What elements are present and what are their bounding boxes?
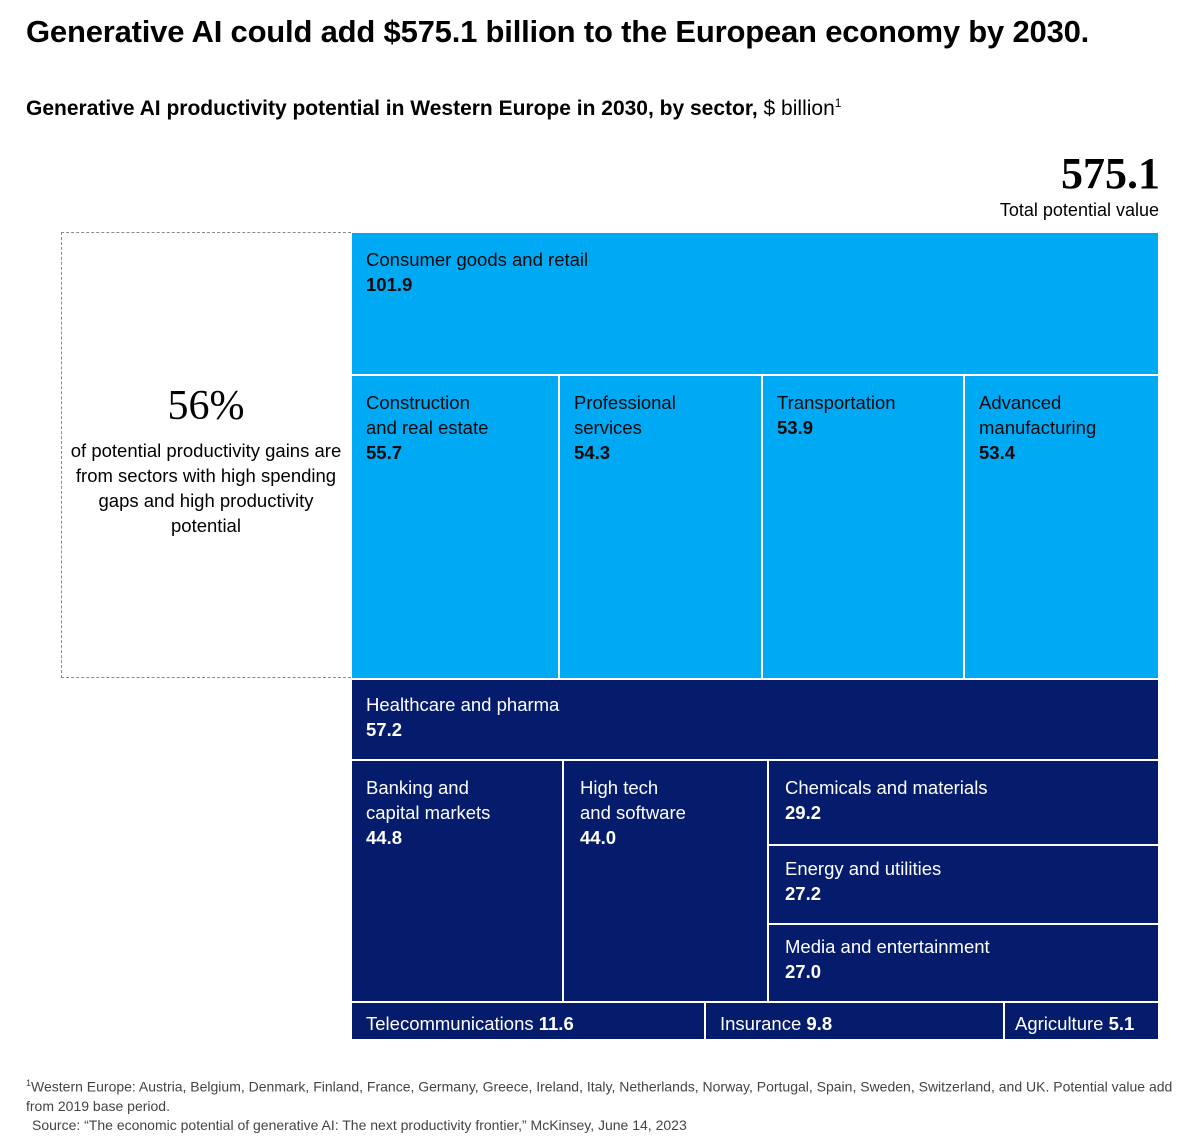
tile-construction-and-real-estate: Construction and real estate 55.7 (351, 375, 559, 679)
tile-telecommunications: Telecommunications 11.6 (351, 1002, 705, 1040)
tile-label: Construction and real estate (366, 392, 489, 438)
total-value: 575.1 (1061, 149, 1160, 198)
tile-label: Media and entertainment (785, 936, 990, 957)
tile-label: Banking and capital markets (366, 777, 491, 823)
tile-transportation: Transportation 53.9 (762, 375, 964, 679)
tile-energy-and-utilities: Energy and utilities 27.2 (768, 845, 1159, 924)
subtitle-unit: $ billion (763, 97, 835, 120)
tile-insurance: Insurance 9.8 (705, 1002, 1004, 1040)
tile-value: 55.7 (366, 442, 403, 463)
tile-banking-and-capital-markets: Banking and capital markets 44.8 (351, 760, 563, 1002)
chart-title: Generative AI could add $575.1 billion t… (26, 14, 1090, 49)
tile-label: High tech and software (580, 777, 686, 823)
subtitle-main: Generative AI productivity potential in … (26, 97, 758, 120)
tile-advanced-manufacturing: Advanced manufacturing 53.4 (964, 375, 1159, 679)
tile-value: 57.2 (366, 719, 403, 740)
tile-high-tech-and-software: High tech and software 44.0 (563, 760, 768, 1002)
tile-value: 44.0 (580, 827, 617, 848)
chart-subtitle: Generative AI productivity potential in … (26, 96, 841, 121)
tile-value: 53.9 (777, 417, 814, 438)
footnote-mark: 1 (26, 1078, 32, 1088)
tile-label: Chemicals and materials (785, 777, 988, 798)
tile-value: 54.3 (574, 442, 611, 463)
tile-value: 101.9 (366, 274, 413, 295)
tile-value: 11.6 (538, 1013, 574, 1034)
callout-percent: 56% (167, 383, 245, 429)
tile-value: 27.2 (785, 883, 822, 904)
tile-healthcare-and-pharma: Healthcare and pharma 57.2 (351, 679, 1159, 760)
tile-label: Consumer goods and retail (366, 249, 589, 270)
tile-media-and-entertainment: Media and entertainment 27.0 (768, 924, 1159, 1002)
tile-professional-services: Professional services 54.3 (559, 375, 762, 679)
tile-value: 44.8 (366, 827, 403, 848)
tile-label: Agriculture (1015, 1013, 1104, 1034)
footnote-source: Source: “The economic potential of gener… (32, 1116, 687, 1133)
tile-consumer-goods-and-retail: Consumer goods and retail 101.9 (351, 232, 1159, 375)
callout-bracket (61, 232, 351, 678)
tile-value: 53.4 (979, 442, 1016, 463)
footnote-region-note: 1Western Europe: Austria, Belgium, Denma… (26, 1074, 1186, 1116)
tile-label: Telecommunications (366, 1013, 534, 1034)
tile-label: Energy and utilities (785, 858, 942, 879)
tile-label: Professional services (574, 392, 676, 438)
tile-label: Healthcare and pharma (366, 694, 560, 715)
tile-label: Transportation (777, 392, 896, 413)
footnote: 1Western Europe: Austria, Belgium, Denma… (26, 1074, 1186, 1135)
tile-label: Advanced manufacturing (979, 392, 1097, 438)
tile-value: 29.2 (785, 802, 822, 823)
tile-label: Insurance (720, 1013, 802, 1034)
tile-agriculture: Agriculture 5.1 (1004, 1002, 1159, 1040)
tile-value: 27.0 (785, 961, 822, 982)
tile-value: 5.1 (1108, 1013, 1135, 1034)
tile-value: 9.8 (806, 1013, 833, 1034)
total-label: Total potential value (999, 200, 1159, 220)
footnote-text: Western Europe: Austria, Belgium, Denmar… (26, 1078, 1173, 1114)
subtitle-footnote-mark: 1 (834, 96, 842, 110)
callout-text: of potential productivity gains are from… (70, 440, 342, 536)
tile-chemicals-and-materials: Chemicals and materials 29.2 (768, 760, 1159, 845)
